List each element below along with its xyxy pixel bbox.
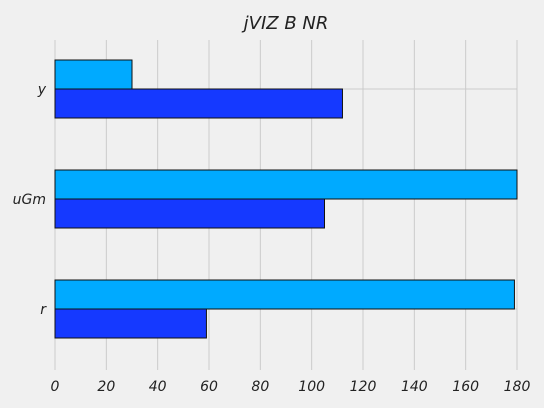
x-tick-label-160: 160 xyxy=(452,379,479,395)
y-tick-label-y: y xyxy=(37,82,47,98)
bar-uGm-series-1 xyxy=(54,169,518,200)
bar-r-series-0 xyxy=(54,308,207,339)
x-tick-labels: 0 20 40 60 80 100 120 140 160 180 xyxy=(51,379,531,395)
bar-layer xyxy=(54,59,518,339)
chart-title: jVIZ B NR xyxy=(241,13,329,34)
bar-y-series-0 xyxy=(54,88,343,119)
x-tick-label-120: 120 xyxy=(350,379,377,395)
bar-uGm-series-0 xyxy=(54,198,325,229)
y-tick-label-uGm: uGm xyxy=(13,192,46,208)
x-tick-label-140: 140 xyxy=(401,379,428,395)
x-tick-label-180: 180 xyxy=(504,379,531,395)
bar-r-series-1 xyxy=(54,279,515,310)
bar-y-series-1 xyxy=(54,59,133,90)
y-tick-label-r: r xyxy=(40,302,47,318)
x-tick-label-0: 0 xyxy=(51,379,60,395)
x-tick-label-40: 40 xyxy=(149,379,167,395)
x-tick-label-100: 100 xyxy=(298,379,325,395)
x-tick-label-20: 20 xyxy=(97,379,115,395)
x-tick-label-80: 80 xyxy=(251,379,269,395)
y-tick-labels: r uGm y xyxy=(13,82,48,318)
x-tick-label-60: 60 xyxy=(200,379,218,395)
